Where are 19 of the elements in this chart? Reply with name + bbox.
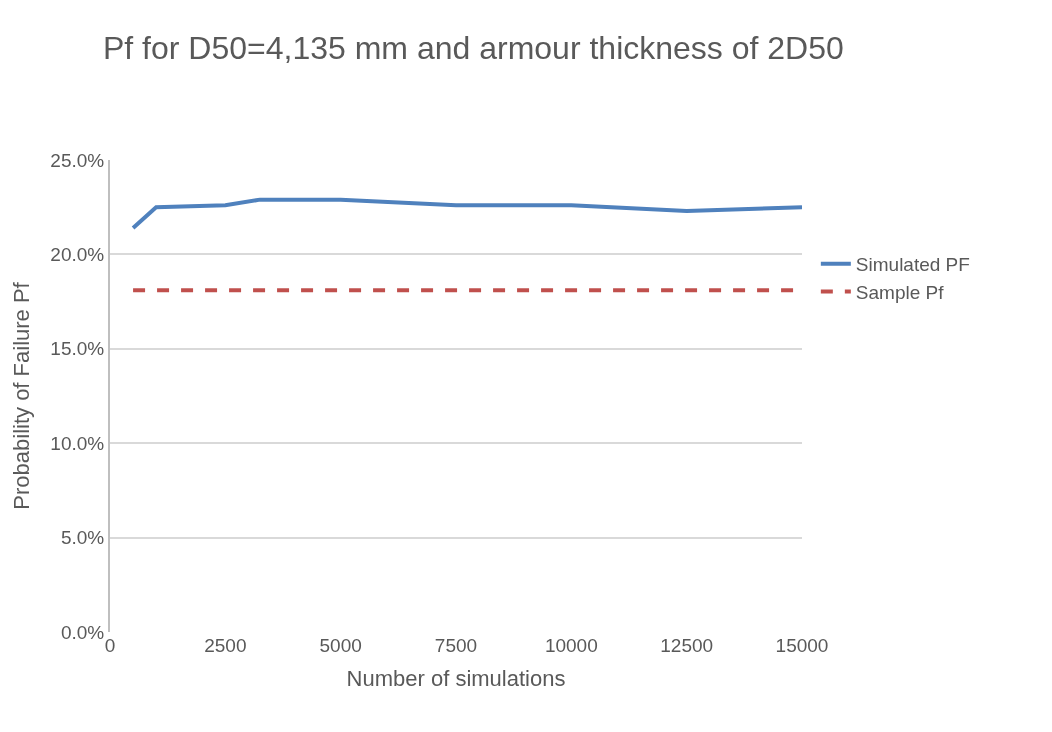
legend-label: Simulated PF <box>855 254 970 276</box>
x-tick-label: 15000 <box>775 635 829 656</box>
x-tick-label: 7500 <box>434 635 478 656</box>
y-tick-label: 5.0% <box>60 527 105 549</box>
y-tick-label: 20.0% <box>50 244 105 266</box>
y-tick-label: 10.0% <box>50 432 105 454</box>
y-axis-title: Probability of Failure Pf <box>8 281 34 510</box>
y-tick-label: 25.0% <box>50 149 105 171</box>
line-series <box>131 197 802 230</box>
x-tick-label: 2500 <box>204 635 247 656</box>
y-tick-label: 0.0% <box>60 621 105 643</box>
x-tick-label: 10000 <box>544 635 598 656</box>
y-tick-label: 15.0% <box>50 338 105 360</box>
x-tick-label: 5000 <box>319 635 362 656</box>
x-tick-label: 0 <box>104 635 116 656</box>
chart-title: Pf for D50=4,135 mm and armour thickness of 2D50 <box>102 30 844 66</box>
x-tick-label: 12500 <box>660 635 714 656</box>
x-axis-title: Number of simulations <box>346 665 566 691</box>
legend-label: Sample Pf <box>855 281 945 303</box>
